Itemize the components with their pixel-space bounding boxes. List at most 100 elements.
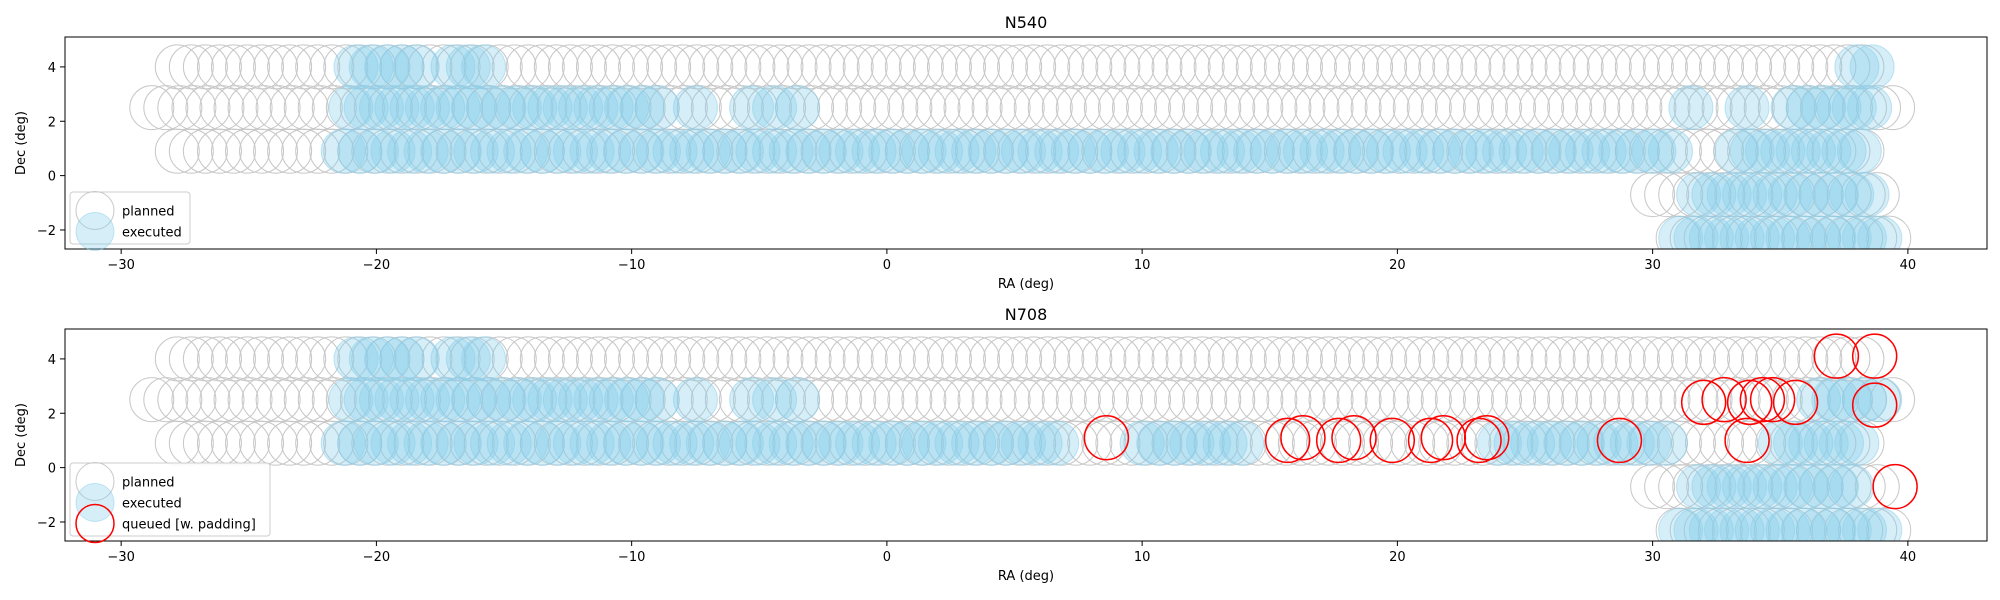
executed-footprint <box>984 128 1030 174</box>
executed-footprint <box>785 128 831 174</box>
executed-footprint <box>337 420 383 466</box>
planned-footprint <box>283 377 329 423</box>
executed-footprint <box>652 420 698 466</box>
executed-footprint <box>1282 128 1328 174</box>
planned-footprint <box>772 44 818 90</box>
executed-footprint <box>835 420 881 466</box>
planned-footprint <box>225 128 271 174</box>
x-tick-label: 40 <box>1900 258 1917 273</box>
planned-footprint <box>1488 44 1534 90</box>
legend-box <box>69 462 271 537</box>
executed-footprint <box>702 128 748 174</box>
planned-footprint <box>1053 420 1099 466</box>
executed-footprint <box>1806 128 1852 174</box>
planned-footprint <box>505 44 551 90</box>
executed-footprint <box>1476 420 1522 466</box>
planned-footprint <box>1224 85 1270 131</box>
planned-footprint <box>295 44 341 90</box>
planned-footprint <box>590 44 636 90</box>
planned-footprint <box>1294 85 1340 131</box>
planned-footprint <box>1434 85 1480 131</box>
planned-footprint <box>171 377 217 423</box>
executed-footprint <box>1576 420 1622 466</box>
executed-footprint <box>512 377 558 423</box>
planned-footprint <box>1797 336 1843 382</box>
planned-footprint <box>1025 336 1071 382</box>
planned-footprint <box>971 85 1017 131</box>
executed-footprint <box>387 128 433 174</box>
planned-footprint <box>225 336 271 382</box>
planned-footprint <box>884 336 930 382</box>
planned-footprint <box>828 336 874 382</box>
planned-footprint <box>533 44 579 90</box>
planned-footprint <box>646 336 692 382</box>
queued-footprint <box>1724 417 1770 464</box>
executed-footprint <box>672 377 718 423</box>
executed-footprint <box>353 420 399 466</box>
planned-footprint <box>929 85 975 131</box>
planned-footprint <box>1083 85 1129 131</box>
planned-footprint <box>660 128 706 174</box>
executed-footprint <box>1821 128 1867 174</box>
chart-title: N708 <box>1005 305 1048 324</box>
planned-footprint <box>1013 377 1059 423</box>
planned-footprint <box>1224 377 1270 423</box>
executed-footprint <box>1515 128 1561 174</box>
planned-footprint <box>1165 44 1211 90</box>
executed-footprint <box>453 128 499 174</box>
planned-footprint <box>1011 420 1057 466</box>
planned-footprint <box>1572 128 1618 174</box>
planned-footprint <box>1305 128 1351 174</box>
planned-footprint <box>1856 85 1902 131</box>
x-tick-label: 40 <box>1900 550 1917 565</box>
executed-footprint <box>420 85 466 131</box>
executed-footprint <box>394 336 440 382</box>
planned-footprint <box>646 128 692 174</box>
executed-footprint <box>519 128 565 174</box>
executed-footprint <box>430 336 476 382</box>
planned-footprint <box>1474 44 1520 90</box>
executed-footprint <box>552 128 598 174</box>
executed-footprint <box>1548 128 1594 174</box>
executed-footprint <box>1849 44 1895 90</box>
legend-label-planned: planned <box>122 476 175 491</box>
planned-footprint <box>1614 336 1660 382</box>
queued-footprint <box>1456 417 1502 464</box>
planned-footprint <box>590 336 636 382</box>
planned-footprint <box>1727 44 1773 90</box>
legend-label-queued: queued [w. padding] <box>122 518 256 533</box>
planned-footprint <box>1123 336 1169 382</box>
planned-footprint <box>185 85 231 131</box>
planned-footprint <box>1109 420 1155 466</box>
planned-footprint <box>281 336 327 382</box>
planned-footprint <box>772 336 818 382</box>
executed-footprint <box>1834 44 1880 90</box>
planned-footprint <box>225 44 271 90</box>
planned-footprint <box>1670 44 1716 90</box>
executed-footprint <box>1688 507 1734 541</box>
planned-footprint <box>1446 336 1492 382</box>
planned-footprint <box>926 420 972 466</box>
executed-footprint <box>1688 215 1734 249</box>
planned-footprint <box>1630 464 1676 510</box>
executed-footprint <box>1760 128 1806 174</box>
executed-footprint <box>1186 420 1232 466</box>
planned-footprint <box>1123 128 1169 174</box>
planned-footprint <box>575 336 621 382</box>
planned-footprint <box>955 44 1001 90</box>
executed-footprint <box>718 420 764 466</box>
planned-footprint <box>1432 44 1478 90</box>
executed-footprint <box>672 85 718 131</box>
planned-footprint <box>660 336 706 382</box>
planned-footprint <box>618 44 664 90</box>
x-tick-label: −30 <box>107 258 134 273</box>
planned-footprint <box>1420 85 1466 131</box>
planned-footprint <box>1193 128 1239 174</box>
executed-footprint <box>635 128 681 174</box>
planned-footprint <box>1334 336 1380 382</box>
executed-footprint <box>1117 128 1163 174</box>
planned-footprint <box>1516 420 1562 466</box>
x-tick-label: 0 <box>883 258 891 273</box>
queued-footprint <box>1739 376 1786 423</box>
planned-footprint <box>1656 336 1702 382</box>
